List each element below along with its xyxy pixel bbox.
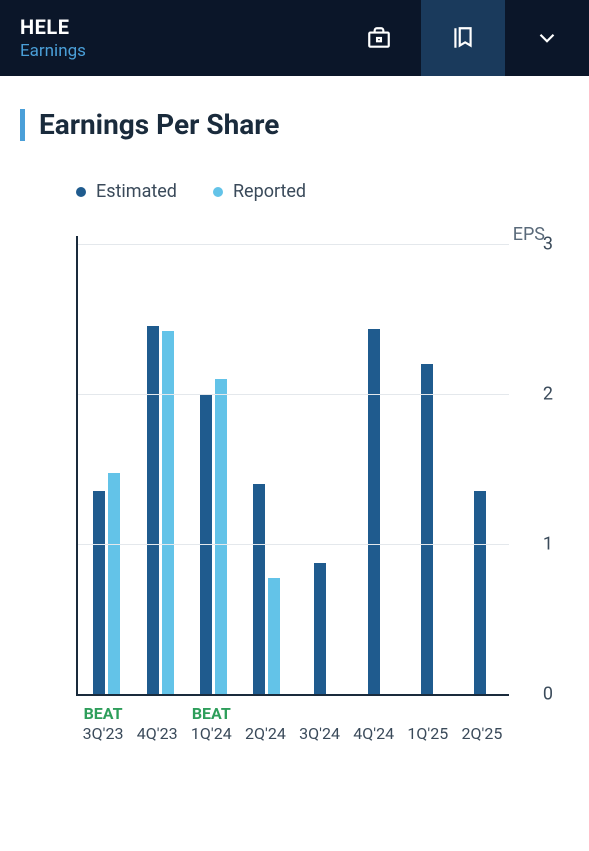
bookmark-collection-icon[interactable] (421, 0, 505, 76)
y-tick-label: 2 (543, 383, 553, 404)
x-tick-label: 3Q'23 (76, 724, 130, 743)
eps-bar-chart: 0123 (76, 236, 509, 696)
x-tick-label: 4Q'23 (130, 724, 184, 743)
x-axis-column: 4Q'24 (347, 704, 401, 743)
chart-period (347, 236, 400, 694)
chart-bars-layer (78, 236, 509, 694)
x-axis-column: 3Q'24 (293, 704, 347, 743)
y-axis-label: EPS (513, 224, 545, 245)
chevron-down-icon[interactable] (505, 0, 589, 76)
x-axis-column: 4Q'23 (130, 704, 184, 743)
header-title-block: HELE Earnings (0, 0, 337, 76)
y-tick-label: 0 (543, 684, 553, 705)
period-status-label: BEAT (184, 704, 238, 724)
legend-label-estimated: Estimated (96, 181, 177, 202)
x-tick-label: 4Q'24 (347, 724, 401, 743)
x-tick-label: 2Q'25 (455, 724, 509, 743)
bar-reported (215, 379, 227, 694)
chart-legend: Estimated Reported (20, 181, 569, 202)
bar-estimated (474, 491, 486, 694)
bar-estimated (147, 326, 159, 694)
legend-dot-estimated (76, 187, 86, 197)
period-status-label (455, 704, 509, 724)
bar-estimated (368, 329, 380, 694)
title-accent-bar (20, 109, 25, 141)
legend-reported: Reported (213, 181, 306, 202)
bar-estimated (93, 491, 105, 694)
x-axis-column: 2Q'24 (238, 704, 292, 743)
x-axis-column: 1Q'25 (401, 704, 455, 743)
x-axis-column: BEAT1Q'24 (184, 704, 238, 743)
chart-period (454, 236, 507, 694)
x-tick-label: 3Q'24 (293, 724, 347, 743)
bar-reported (108, 473, 120, 694)
ticker-symbol: HELE (20, 15, 317, 39)
bar-reported (162, 331, 174, 694)
grid-line (78, 394, 509, 395)
x-tick-label: 1Q'24 (184, 724, 238, 743)
content-area: Earnings Per Share Estimated Reported EP… (0, 76, 589, 763)
bar-estimated (421, 364, 433, 694)
x-tick-label: 2Q'24 (238, 724, 292, 743)
chart-period (133, 236, 186, 694)
chart-period (400, 236, 453, 694)
period-status-label (401, 704, 455, 724)
x-axis-column: BEAT3Q'23 (76, 704, 130, 743)
app-header: HELE Earnings (0, 0, 589, 76)
chart-period (294, 236, 347, 694)
bar-estimated (253, 484, 265, 694)
legend-estimated: Estimated (76, 181, 177, 202)
header-icon-group (337, 0, 589, 76)
briefcase-icon[interactable] (337, 0, 421, 76)
y-tick-label: 3 (543, 233, 553, 254)
legend-label-reported: Reported (233, 181, 306, 202)
page-title: Earnings Per Share (39, 108, 279, 141)
x-tick-label: 1Q'25 (401, 724, 455, 743)
header-subnav: Earnings (20, 41, 317, 61)
period-status-label: BEAT (76, 704, 130, 724)
chart-period (80, 236, 133, 694)
period-status-label (130, 704, 184, 724)
grid-line (78, 244, 509, 245)
title-row: Earnings Per Share (20, 108, 569, 141)
period-status-label (347, 704, 401, 724)
period-status-label (293, 704, 347, 724)
period-status-label (238, 704, 292, 724)
bar-reported (268, 578, 280, 694)
x-axis: BEAT3Q'234Q'23BEAT1Q'242Q'243Q'244Q'241Q… (20, 704, 569, 743)
chart-period (187, 236, 240, 694)
chart-container: EPS 0123 (20, 236, 569, 696)
y-tick-label: 1 (543, 533, 553, 554)
grid-line (78, 544, 509, 545)
legend-dot-reported (213, 187, 223, 197)
chart-period (240, 236, 293, 694)
x-axis-column: 2Q'25 (455, 704, 509, 743)
bar-estimated (314, 563, 326, 694)
